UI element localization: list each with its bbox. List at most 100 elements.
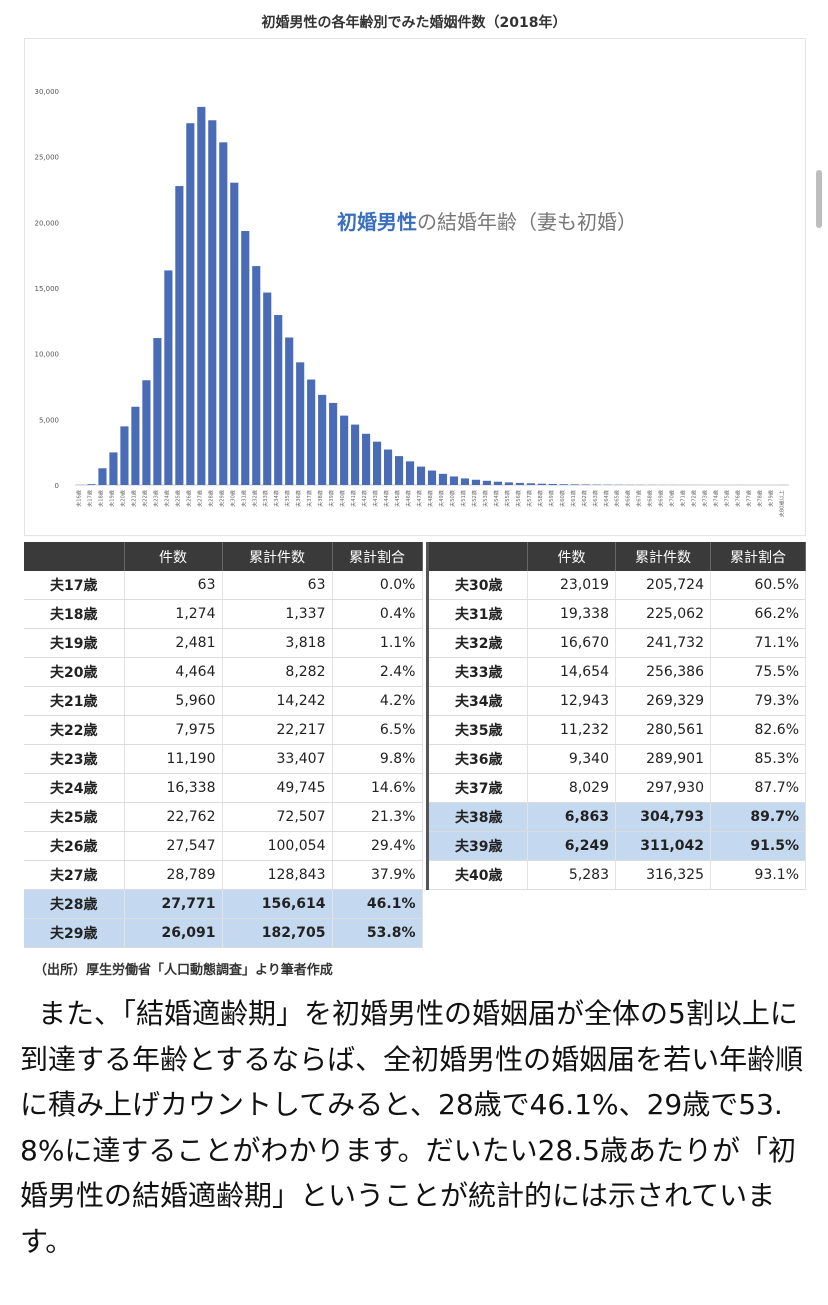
age-cell: 夫20歳 — [24, 657, 125, 687]
bar — [340, 415, 349, 485]
ratio-cell: 85.3% — [710, 744, 806, 774]
x-tick-label: 夫36歳 — [294, 490, 302, 507]
bar — [296, 362, 305, 485]
bar — [175, 186, 184, 485]
bar — [471, 479, 480, 485]
age-cell: 夫36歳 — [427, 744, 528, 774]
age-cell: 夫17歳 — [24, 571, 125, 600]
x-tick-label: 夫20歳 — [118, 490, 126, 507]
x-tick-label: 夫35歳 — [283, 490, 291, 507]
y-tick-label: 15,000 — [35, 285, 60, 293]
age-cell: 夫18歳 — [24, 599, 125, 629]
x-tick-label: 夫23歳 — [151, 490, 159, 507]
x-tick-label: 夫33歳 — [261, 490, 269, 507]
table-row: 夫19歳 2,481 3,818 1.1% — [24, 628, 423, 658]
count-cell: 27,547 — [124, 831, 223, 861]
bar — [219, 142, 228, 485]
x-tick-label: 夫80歳以上 — [778, 490, 786, 517]
bar — [515, 482, 524, 485]
ratio-cell: 0.4% — [332, 599, 423, 629]
bar — [98, 468, 107, 485]
age-cell: 夫33歳 — [427, 657, 528, 687]
age-cell: 夫40歳 — [427, 860, 528, 890]
y-tick-label: 30,000 — [35, 88, 60, 96]
bar — [405, 461, 415, 485]
cumulative-cell: 241,732 — [615, 628, 711, 658]
ratio-cell: 37.9% — [332, 860, 423, 890]
cumulative-cell: 128,843 — [222, 860, 333, 890]
bar — [153, 338, 162, 485]
x-tick-label: 夫31歳 — [239, 490, 247, 507]
bar-chart: 0 5,000 10,000 15,000 20,000 25,000 30,000 夫16歳… — [35, 88, 789, 517]
count-cell: 27,771 — [124, 889, 223, 919]
age-cell: 夫31歳 — [427, 599, 528, 629]
x-tick-label: 夫43歳 — [371, 490, 379, 507]
annotation-rest: の結婚年齢（妻も初婚） — [417, 210, 637, 234]
cumulative-cell: 3,818 — [222, 628, 333, 658]
x-tick-label: 夫47歳 — [415, 490, 423, 507]
chart-annotation: 初婚男性の結婚年齢（妻も初婚） — [337, 210, 637, 234]
x-tick-label: 夫29歳 — [217, 490, 225, 507]
header-ratio: 累計割合 — [710, 542, 806, 571]
age-cell: 夫26歳 — [24, 831, 125, 861]
bar — [142, 380, 151, 485]
x-tick-label: 夫19歳 — [107, 490, 115, 507]
ratio-cell: 60.5% — [710, 571, 806, 600]
bar — [482, 480, 491, 485]
cumulative-cell: 156,614 — [222, 889, 333, 919]
x-tick-label: 夫48歳 — [426, 490, 434, 507]
bar — [186, 123, 195, 485]
x-tick-label: 夫53歳 — [481, 490, 489, 507]
x-tick-label: 夫44歳 — [382, 490, 390, 507]
bar — [263, 292, 272, 485]
x-tick-label: 夫71歳 — [679, 490, 687, 507]
ratio-cell: 87.7% — [710, 773, 806, 803]
scrollbar-thumb[interactable] — [816, 170, 822, 228]
x-tick-label: 夫63歳 — [591, 490, 599, 507]
y-tick-label: 5,000 — [39, 416, 59, 424]
cumulative-cell: 225,062 — [615, 599, 711, 629]
count-cell: 22,762 — [124, 802, 223, 832]
bar — [241, 231, 250, 485]
y-tick-label: 10,000 — [35, 351, 60, 359]
age-cell: 夫38歳 — [427, 802, 528, 832]
x-tick-label: 夫68歳 — [646, 490, 654, 507]
bar — [252, 266, 261, 485]
table-row: 夫39歳 6,249 311,042 91.5% — [427, 831, 806, 861]
ratio-cell: 9.8% — [332, 744, 423, 774]
age-cell: 夫23歳 — [24, 744, 125, 774]
count-cell: 28,789 — [124, 860, 223, 890]
table-row: 夫29歳 26,091 182,705 53.8% — [24, 918, 423, 948]
table-left: 件数 累計件数 累計割合 夫17歳 63 63 0.0% 夫18歳 1,274 1,337 0… — [24, 542, 423, 948]
chart-area: 0 5,000 10,000 15,000 20,000 25,000 30,000 夫16歳… — [24, 38, 806, 536]
header-age — [427, 542, 528, 571]
age-cell: 夫25歳 — [24, 802, 125, 832]
header-count: 件数 — [124, 542, 223, 571]
cumulative-cell: 14,242 — [222, 686, 333, 716]
bar — [120, 426, 129, 485]
x-tick-label: 夫58歳 — [536, 490, 544, 507]
count-cell: 9,340 — [527, 744, 616, 774]
header-cumulative: 累計件数 — [615, 542, 711, 571]
cumulative-cell: 1,337 — [222, 599, 333, 629]
age-cell: 夫32歳 — [427, 628, 528, 658]
age-cell: 夫28歳 — [24, 889, 125, 919]
count-cell: 5,960 — [124, 686, 223, 716]
bar — [504, 482, 513, 485]
x-tick-label: 夫17歳 — [85, 490, 93, 507]
age-cell: 夫35歳 — [427, 715, 528, 745]
x-tick-label: 夫25歳 — [173, 490, 181, 507]
ratio-cell: 75.5% — [710, 657, 806, 687]
age-cell: 夫37歳 — [427, 773, 528, 803]
count-cell: 2,481 — [124, 628, 223, 658]
annotation-highlight: 初婚男性 — [337, 210, 417, 234]
table-row: 夫34歳 12,943 269,329 79.3% — [427, 686, 806, 716]
x-tick-label: 夫45歳 — [393, 490, 401, 507]
x-tick-label: 夫55歳 — [503, 490, 511, 507]
ratio-cell: 66.2% — [710, 599, 806, 629]
bar — [373, 441, 382, 485]
age-cell: 夫39歳 — [427, 831, 528, 861]
x-tick-label: 夫52歳 — [470, 490, 478, 507]
ratio-cell: 29.4% — [332, 831, 423, 861]
x-tick-label: 夫61歳 — [569, 490, 577, 507]
